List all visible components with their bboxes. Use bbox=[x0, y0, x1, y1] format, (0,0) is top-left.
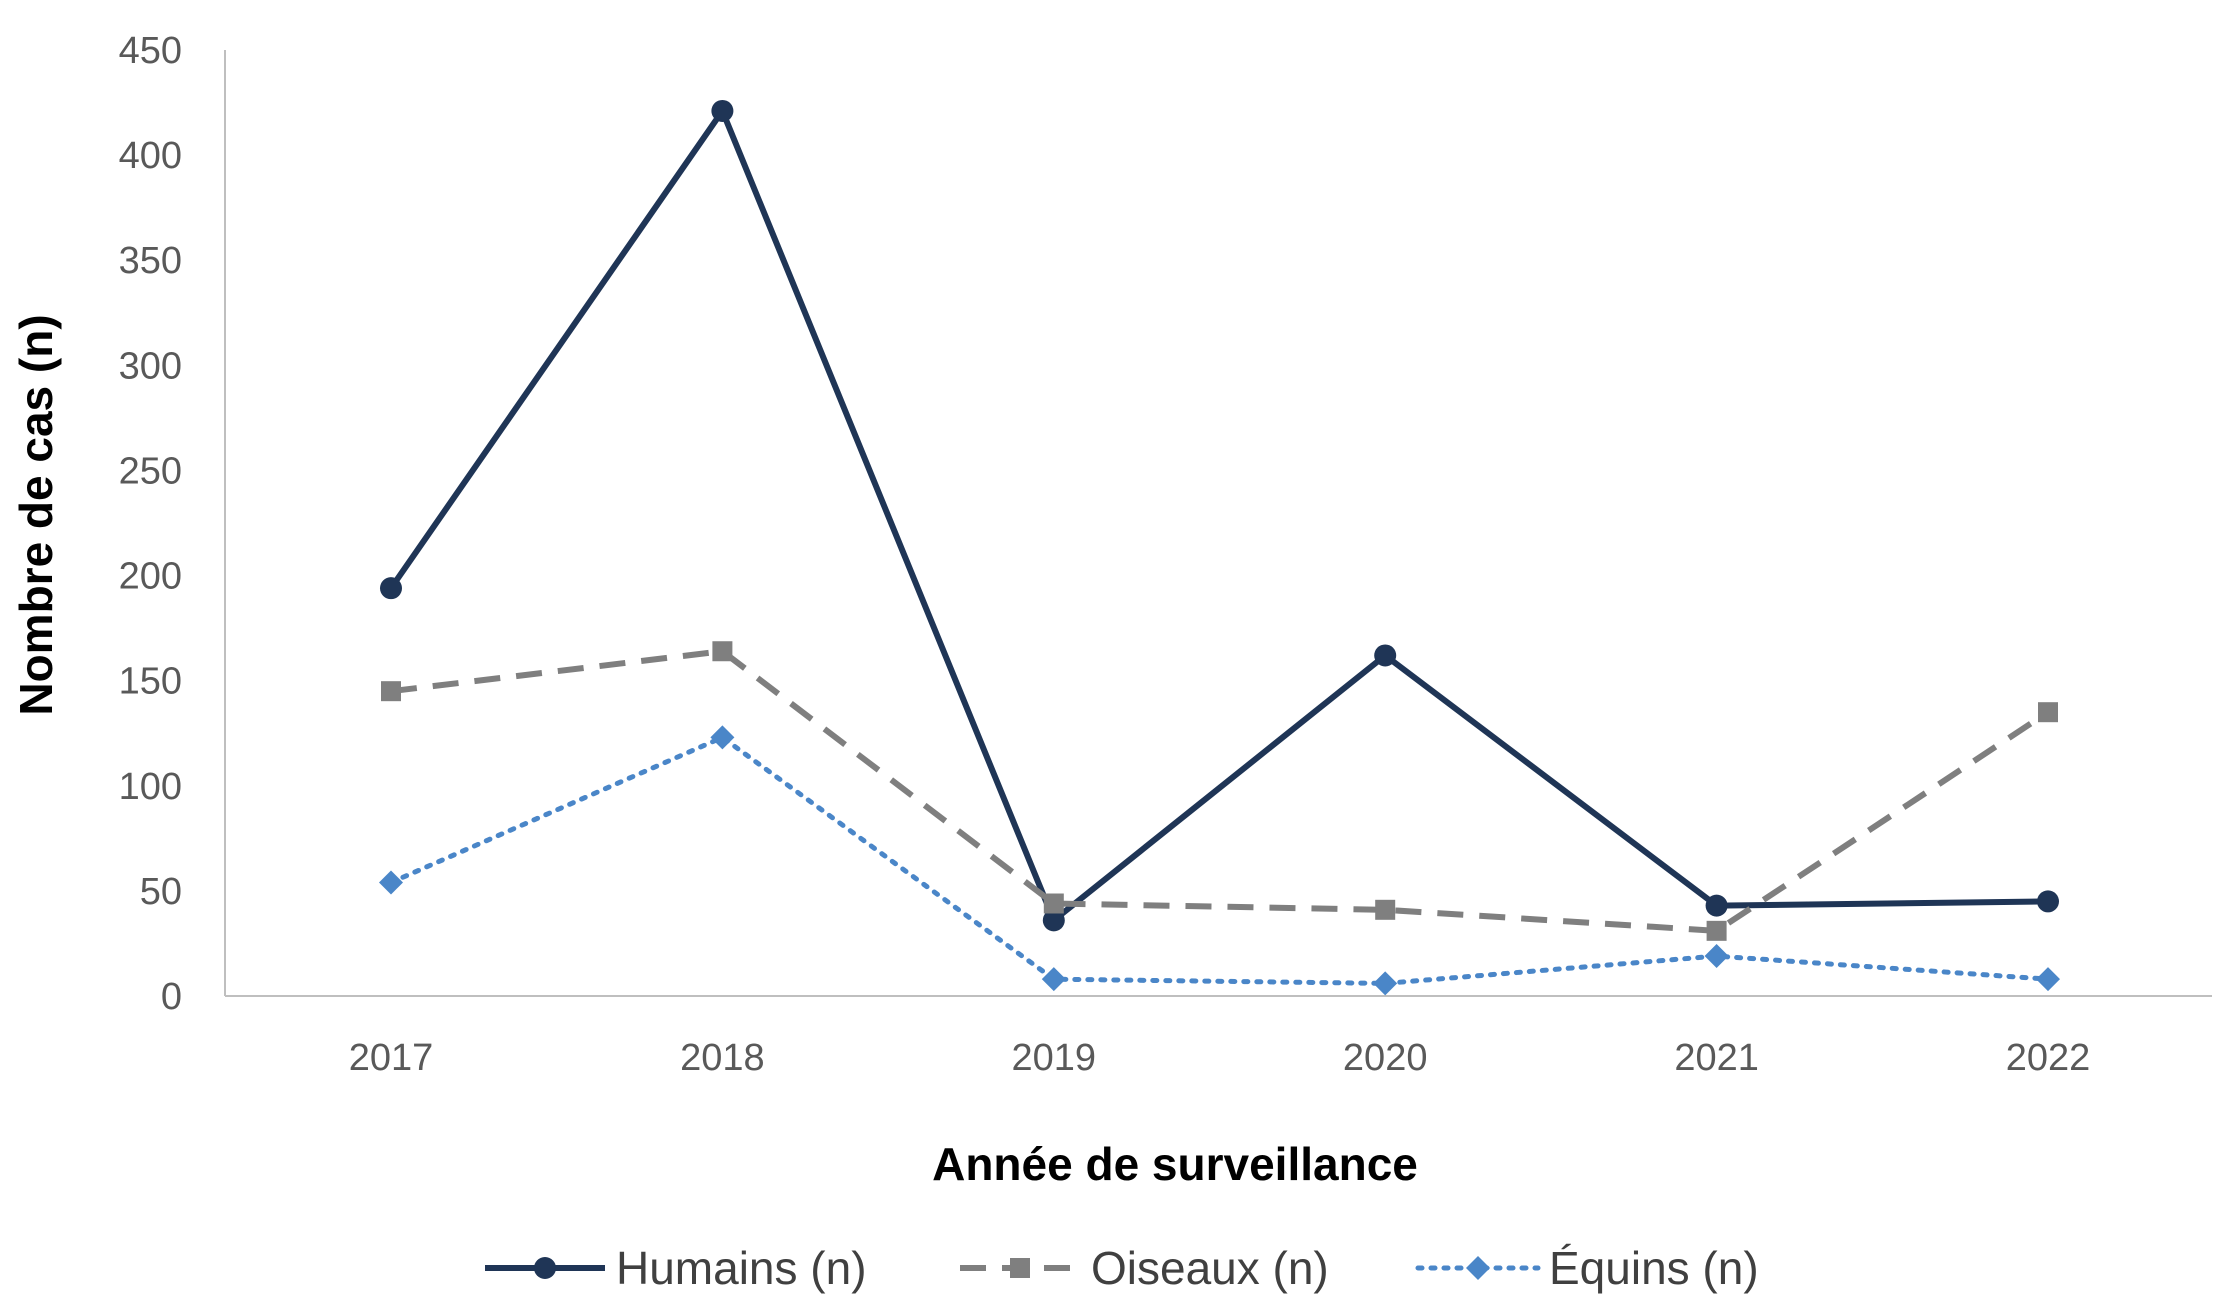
y-tick-labels: 0 50 100 150 200 250 300 350 400 450 bbox=[119, 30, 182, 1018]
data-point bbox=[711, 99, 734, 122]
chart-axes bbox=[224, 50, 2212, 997]
y-axis-title: Nombre de cas (n) bbox=[10, 314, 62, 715]
series-layer bbox=[379, 99, 2060, 996]
legend-label: Oiseaux (n) bbox=[1091, 1242, 1329, 1294]
series-line bbox=[390, 648, 2050, 934]
x-tick-labels: 2017 2018 2019 2020 2021 2022 bbox=[349, 1037, 2091, 1079]
data-point bbox=[1042, 909, 1065, 932]
series-line bbox=[388, 734, 2051, 986]
data-point bbox=[381, 681, 401, 702]
y-tick-label: 300 bbox=[119, 345, 182, 387]
y-tick-label: 400 bbox=[119, 135, 182, 177]
data-point bbox=[1041, 967, 1066, 992]
data-point bbox=[1706, 920, 1727, 941]
series-line bbox=[388, 107, 2049, 924]
data-point bbox=[710, 725, 735, 750]
x-tick-label: 2020 bbox=[1343, 1037, 1428, 1079]
x-tick-label: 2018 bbox=[680, 1037, 765, 1079]
data-point bbox=[1374, 644, 1397, 667]
data-point bbox=[2037, 890, 2059, 913]
series-0 bbox=[380, 99, 2059, 932]
legend: Humains (n) Oiseaux (n) Équins (n) bbox=[485, 1242, 1759, 1294]
legend-label: Humains (n) bbox=[616, 1242, 867, 1294]
legend-item: Humains (n) bbox=[485, 1242, 867, 1294]
x-tick-label: 2022 bbox=[2006, 1037, 2091, 1079]
data-point bbox=[2036, 967, 2060, 992]
y-tick-label: 150 bbox=[119, 661, 182, 703]
x-tick-label: 2019 bbox=[1012, 1037, 1097, 1079]
x-tick-label: 2021 bbox=[1674, 1037, 1759, 1079]
legend-item: Oiseaux (n) bbox=[960, 1242, 1329, 1294]
y-tick-label: 450 bbox=[119, 30, 182, 72]
data-point bbox=[2038, 702, 2058, 723]
data-point bbox=[712, 641, 733, 662]
y-tick-label: 100 bbox=[119, 766, 182, 808]
y-tick-label: 350 bbox=[119, 240, 182, 282]
y-tick-label: 200 bbox=[119, 556, 182, 598]
data-point bbox=[1043, 893, 1064, 914]
y-tick-label: 50 bbox=[140, 871, 182, 913]
legend-marker bbox=[1466, 1256, 1490, 1280]
y-tick-label: 250 bbox=[119, 450, 182, 492]
x-axis-title: Année de surveillance bbox=[932, 1138, 1418, 1190]
data-point bbox=[1704, 944, 1729, 969]
data-point bbox=[380, 577, 402, 600]
legend-marker bbox=[534, 1257, 556, 1279]
legend-label: Équins (n) bbox=[1549, 1242, 1759, 1294]
series-1 bbox=[381, 641, 2058, 941]
data-point bbox=[1705, 894, 1728, 917]
legend-marker bbox=[1010, 1258, 1030, 1278]
x-tick-label: 2017 bbox=[349, 1037, 434, 1079]
data-point bbox=[1373, 971, 1398, 996]
y-tick-label: 0 bbox=[161, 976, 182, 1018]
legend-item: Équins (n) bbox=[1415, 1242, 1759, 1294]
series-2 bbox=[379, 725, 2060, 996]
data-point bbox=[1375, 899, 1396, 920]
data-point bbox=[379, 870, 403, 895]
